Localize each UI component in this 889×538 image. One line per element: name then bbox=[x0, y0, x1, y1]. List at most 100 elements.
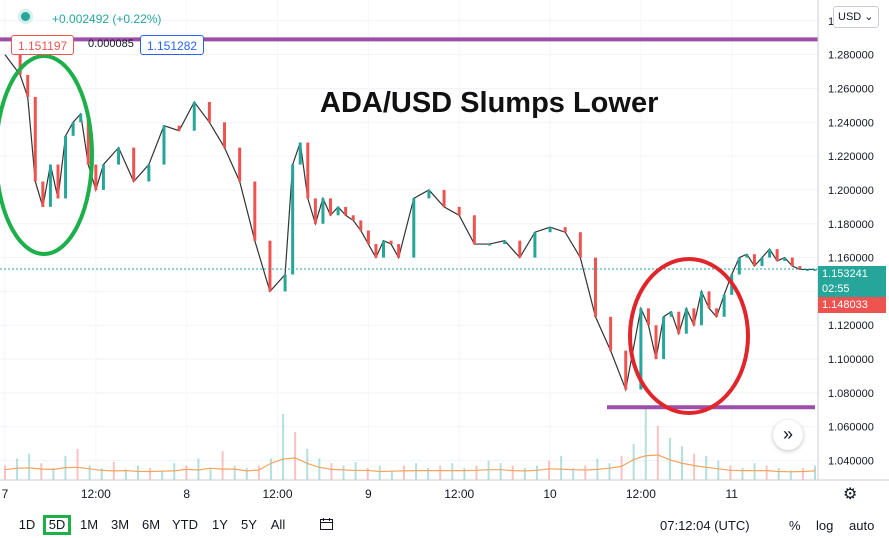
time-axis-ticks[interactable]: 7 12:00 8 12:00 9 12:00 10 12:00 11 bbox=[2, 487, 739, 501]
range-6m-button[interactable]: 6M bbox=[141, 517, 161, 532]
price-candle bbox=[397, 244, 401, 258]
volume-bar bbox=[4, 465, 6, 480]
volume-bar bbox=[523, 468, 526, 480]
price-candle bbox=[389, 240, 393, 245]
double-chevron-right-icon: » bbox=[782, 424, 793, 444]
price-candle bbox=[563, 227, 567, 233]
volume-bar bbox=[330, 463, 333, 480]
grid bbox=[0, 0, 818, 480]
price-candle bbox=[518, 240, 522, 258]
price-candle bbox=[737, 257, 741, 275]
volume-average-line bbox=[4, 454, 816, 473]
volume-bar bbox=[475, 465, 478, 480]
low-marker-label: 1.148033 bbox=[818, 297, 886, 313]
volume-bar bbox=[753, 463, 756, 480]
price-candle bbox=[669, 311, 673, 317]
volume-bar bbox=[366, 468, 369, 480]
volume-bar bbox=[402, 465, 405, 480]
price-candle bbox=[457, 206, 461, 216]
x-tick-label: 12:00 bbox=[444, 487, 474, 501]
x-tick-label: 8 bbox=[183, 487, 190, 501]
ask-price-button[interactable]: 1.151282 bbox=[140, 35, 205, 55]
x-tick-label: 12:00 bbox=[626, 487, 656, 501]
price-candle bbox=[412, 198, 416, 258]
price-candle bbox=[56, 164, 60, 199]
price-candle bbox=[359, 220, 363, 231]
volume-bar bbox=[342, 465, 345, 480]
price-candle bbox=[805, 269, 809, 271]
volume-bar bbox=[548, 460, 551, 480]
price-candle bbox=[117, 147, 121, 165]
volume-bar bbox=[717, 460, 720, 480]
price-candle bbox=[533, 232, 537, 258]
volume-bar bbox=[390, 470, 393, 480]
auto-scale-toggle[interactable]: auto bbox=[849, 518, 875, 533]
last-price-label: 1.153241 bbox=[818, 266, 886, 282]
y-tick-label: 1.220000 bbox=[828, 151, 874, 163]
range-3m-button[interactable]: 3M bbox=[110, 517, 130, 532]
price-candle bbox=[177, 125, 181, 131]
price-candle bbox=[639, 308, 643, 390]
spread-value: 0.000085 bbox=[88, 38, 134, 50]
price-candle bbox=[692, 308, 696, 326]
price-candle bbox=[253, 181, 257, 241]
volume-bar bbox=[463, 468, 466, 480]
percent-scale-toggle[interactable]: % bbox=[789, 518, 801, 533]
price-candle bbox=[662, 316, 666, 360]
price-candle bbox=[578, 232, 582, 258]
price-axis-ticks[interactable]: 1.3000001.2800001.2600001.2400001.220000… bbox=[828, 16, 874, 468]
price-candle bbox=[192, 101, 196, 131]
log-scale-toggle[interactable]: log bbox=[816, 518, 834, 533]
range-5d-button[interactable]: 5D bbox=[43, 515, 71, 535]
price-candle bbox=[745, 254, 749, 258]
range-1d-button[interactable]: 1D bbox=[18, 517, 36, 532]
price-candle bbox=[79, 113, 83, 123]
y-tick-label: 1.240000 bbox=[828, 117, 874, 129]
range-ytd-button[interactable]: YTD bbox=[172, 517, 198, 532]
price-candle bbox=[147, 164, 151, 182]
price-candle bbox=[33, 96, 37, 182]
price-candle bbox=[321, 198, 325, 224]
price-candle bbox=[374, 244, 378, 258]
price-candle bbox=[283, 274, 287, 292]
price-candle bbox=[760, 257, 764, 267]
price-candle bbox=[306, 142, 310, 199]
price-candle bbox=[684, 308, 688, 334]
price-candle bbox=[71, 122, 75, 136]
price-candle bbox=[351, 215, 355, 221]
volume-bar bbox=[257, 465, 260, 480]
price-candle bbox=[64, 135, 68, 199]
volume-bar bbox=[620, 456, 623, 480]
bid-price-button[interactable]: 1.151197 bbox=[11, 35, 75, 55]
price-candle bbox=[344, 206, 348, 216]
x-tick-label: 9 bbox=[365, 487, 372, 501]
price-candle bbox=[790, 257, 794, 267]
currency-select[interactable]: USD ⌄ bbox=[833, 6, 879, 28]
range-1m-button[interactable]: 1M bbox=[79, 517, 99, 532]
volume-bar bbox=[282, 414, 285, 480]
utc-clock[interactable]: 07:12:04 (UTC) bbox=[660, 518, 750, 533]
volume-bar bbox=[560, 456, 563, 480]
x-tick-label: 7 bbox=[2, 487, 9, 501]
range-1y-button[interactable]: 1Y bbox=[212, 517, 228, 532]
range-all-button[interactable]: All bbox=[270, 517, 286, 532]
volume-bar bbox=[197, 458, 200, 480]
range-5y-button[interactable]: 5Y bbox=[241, 517, 257, 532]
gear-icon[interactable]: ⚙ bbox=[843, 486, 858, 503]
volume-bar bbox=[608, 463, 611, 480]
volume-bar bbox=[584, 465, 587, 480]
price-candle bbox=[94, 164, 98, 190]
price-candle bbox=[548, 227, 552, 233]
volume-bar bbox=[632, 444, 635, 480]
price-candle bbox=[101, 164, 105, 190]
scroll-to-realtime-button[interactable]: » bbox=[773, 420, 803, 450]
price-candle bbox=[132, 147, 136, 182]
calendar-icon[interactable] bbox=[320, 518, 333, 530]
volume-bar bbox=[765, 465, 768, 480]
price-candle bbox=[86, 113, 90, 165]
plot-background bbox=[0, 0, 818, 480]
price-candle bbox=[752, 254, 756, 267]
price-candle bbox=[487, 244, 491, 246]
currency-label: USD bbox=[838, 11, 862, 23]
